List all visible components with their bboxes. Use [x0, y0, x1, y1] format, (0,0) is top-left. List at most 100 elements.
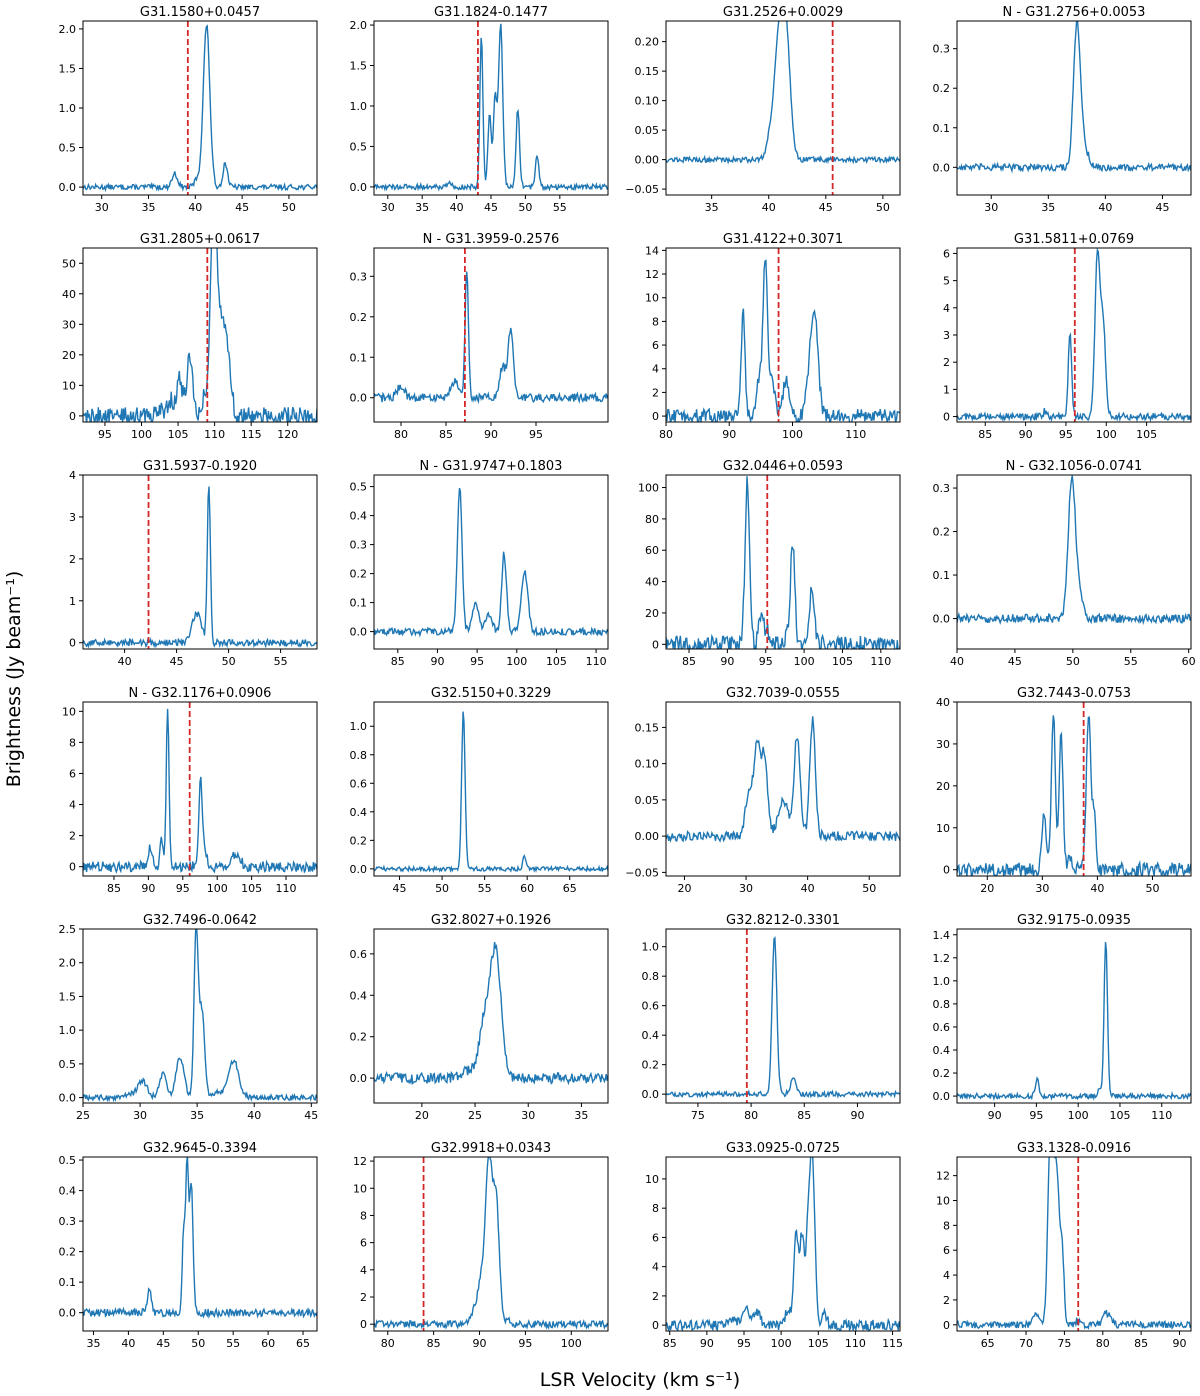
spectrum-panel: N - G32.1176+0.0906 85 90 95 100 105 110 0 2 4 6 8 1…	[62, 686, 318, 895]
x-tick-label: 80	[394, 428, 408, 441]
y-tick-label: 0.1	[933, 569, 951, 582]
y-tick-label: 0.0	[350, 863, 368, 876]
y-tick-label: −0.05	[625, 183, 659, 196]
y-tick-label: 8	[69, 736, 76, 749]
spectrum-line	[83, 24, 317, 193]
spectrum-line	[374, 487, 608, 638]
y-tick-label: 0	[652, 638, 659, 651]
x-tick-label: 85	[978, 428, 992, 441]
y-tick-label: 1.5	[59, 62, 77, 75]
x-tick-label: 110	[845, 1337, 866, 1350]
panel-title: N - G31.9747+0.1803	[420, 459, 563, 474]
y-tick-label: 0.1	[350, 351, 368, 364]
spectrum-panel: N - G31.3959-0.2576 80 85 90 95 0.0 0.1 0.2 0.3	[350, 232, 609, 441]
y-tick-label: 0.0	[933, 613, 951, 626]
panel-title: G31.2805+0.0617	[140, 232, 260, 247]
panel-title: G32.0446+0.0593	[723, 459, 843, 474]
y-tick-label: 0.00	[635, 154, 660, 167]
x-tick-label: 40	[188, 201, 202, 214]
x-tick-label: 105	[832, 655, 853, 668]
spectrum-line	[957, 248, 1191, 422]
plot-frame	[956, 474, 1192, 650]
y-tick-label: 80	[645, 513, 659, 526]
x-tick-label: 90	[1019, 428, 1033, 441]
panel-title: G31.1580+0.0457	[140, 5, 260, 20]
y-tick-label: 2.0	[59, 23, 77, 36]
x-tick-label: 35	[705, 201, 719, 214]
x-tick-label: 85	[682, 655, 696, 668]
x-tick-label: 90	[141, 882, 155, 895]
x-tick-label: 50	[876, 201, 890, 214]
x-tick-label: 80	[744, 1109, 758, 1122]
spectrum-line	[374, 1157, 608, 1331]
y-tick-label: 0.4	[350, 806, 368, 819]
y-tick-label: 0.2	[350, 1031, 368, 1044]
x-tick-label: 90	[700, 1337, 714, 1350]
spectrum-line	[83, 708, 317, 875]
spectrum-line	[374, 23, 608, 192]
x-tick-label: 65	[563, 882, 577, 895]
plot-frame	[82, 928, 318, 1104]
y-tick-label: 20	[645, 607, 659, 620]
x-tick-label: 60	[261, 1337, 275, 1350]
y-tick-label: 4	[943, 1269, 950, 1282]
spectrum-panel: G31.1824-0.1477 30 35 40 45 50 55 0.0 0.5 1.0 1.5 2…	[350, 5, 609, 214]
x-tick-label: 30	[521, 1109, 535, 1122]
plot-frame	[956, 1156, 1192, 1332]
y-tick-label: 0.6	[350, 948, 368, 961]
y-tick-label: 40	[645, 576, 659, 589]
y-tick-label: 8	[652, 1202, 659, 1215]
x-tick-label: 95	[176, 882, 190, 895]
x-tick-label: 95	[1029, 1109, 1043, 1122]
y-tick-label: 0.2	[350, 311, 368, 324]
y-tick-label: 0.2	[350, 834, 368, 847]
y-tick-label: 6	[943, 247, 950, 260]
y-tick-label: 0	[943, 1319, 950, 1332]
y-tick-label: 0.0	[933, 1090, 951, 1103]
spectrum-panel: G32.8212-0.3301 75 80 85 90 0.0 0.2 0.4 0.6 0.8 1.…	[642, 913, 901, 1122]
x-tick-label: 20	[415, 1109, 429, 1122]
x-tick-label: 45	[484, 201, 498, 214]
y-tick-label: −0.05	[625, 866, 659, 879]
x-tick-label: 45	[1155, 201, 1169, 214]
x-tick-label: 110	[870, 655, 891, 668]
y-tick-label: 6	[69, 767, 76, 780]
y-tick-label: 0.3	[933, 482, 951, 495]
y-tick-label: 1	[69, 595, 76, 608]
y-tick-label: 40	[936, 696, 950, 709]
x-tick-label: 20	[677, 882, 691, 895]
x-tick-label: 30	[381, 201, 395, 214]
x-tick-label: 110	[1151, 1109, 1172, 1122]
y-tick-label: 0.0	[642, 1088, 660, 1101]
y-tick-label: 0.4	[59, 1185, 77, 1198]
panel-title: G31.5811+0.0769	[1014, 232, 1134, 247]
x-tick-label: 115	[882, 1337, 903, 1350]
y-tick-label: 1.0	[642, 941, 660, 954]
x-tick-label: 35	[190, 1109, 204, 1122]
spectrum-panel: G32.7443-0.0753 20 30 40 50 0 10 20 30 40	[936, 686, 1192, 895]
y-tick-label: 0	[360, 1318, 367, 1331]
plot-frame	[665, 247, 901, 423]
plot-frame	[373, 701, 609, 877]
x-tick-label: 110	[845, 428, 866, 441]
y-tick-label: 2.0	[59, 957, 77, 970]
plot-frame	[82, 474, 318, 650]
y-tick-label: 50	[62, 257, 76, 270]
y-tick-label: 0	[69, 410, 76, 423]
x-tick-label: 95	[1059, 428, 1073, 441]
panel-title: G33.1328-0.0916	[1017, 1141, 1131, 1156]
y-tick-label: 0.3	[350, 539, 368, 552]
y-tick-label: 0.10	[635, 95, 660, 108]
spectrum-line	[957, 1157, 1191, 1330]
y-tick-label: 0.0	[350, 392, 368, 405]
x-tick-label: 55	[274, 655, 288, 668]
spectrum-panel: N - G31.9747+0.1803 85 90 95 100 105 110 0.0 0.1…	[350, 459, 609, 668]
x-tick-label: 80	[659, 428, 673, 441]
y-tick-label: 30	[936, 738, 950, 751]
spectrum-panel: G32.8027+0.1926 20 25 30 35 0.0 0.2 0.4 0.6	[350, 913, 609, 1122]
x-tick-label: 55	[553, 201, 567, 214]
spectrum-line	[666, 716, 900, 844]
x-tick-label: 95	[759, 655, 773, 668]
y-tick-label: 0.1	[59, 1276, 77, 1289]
